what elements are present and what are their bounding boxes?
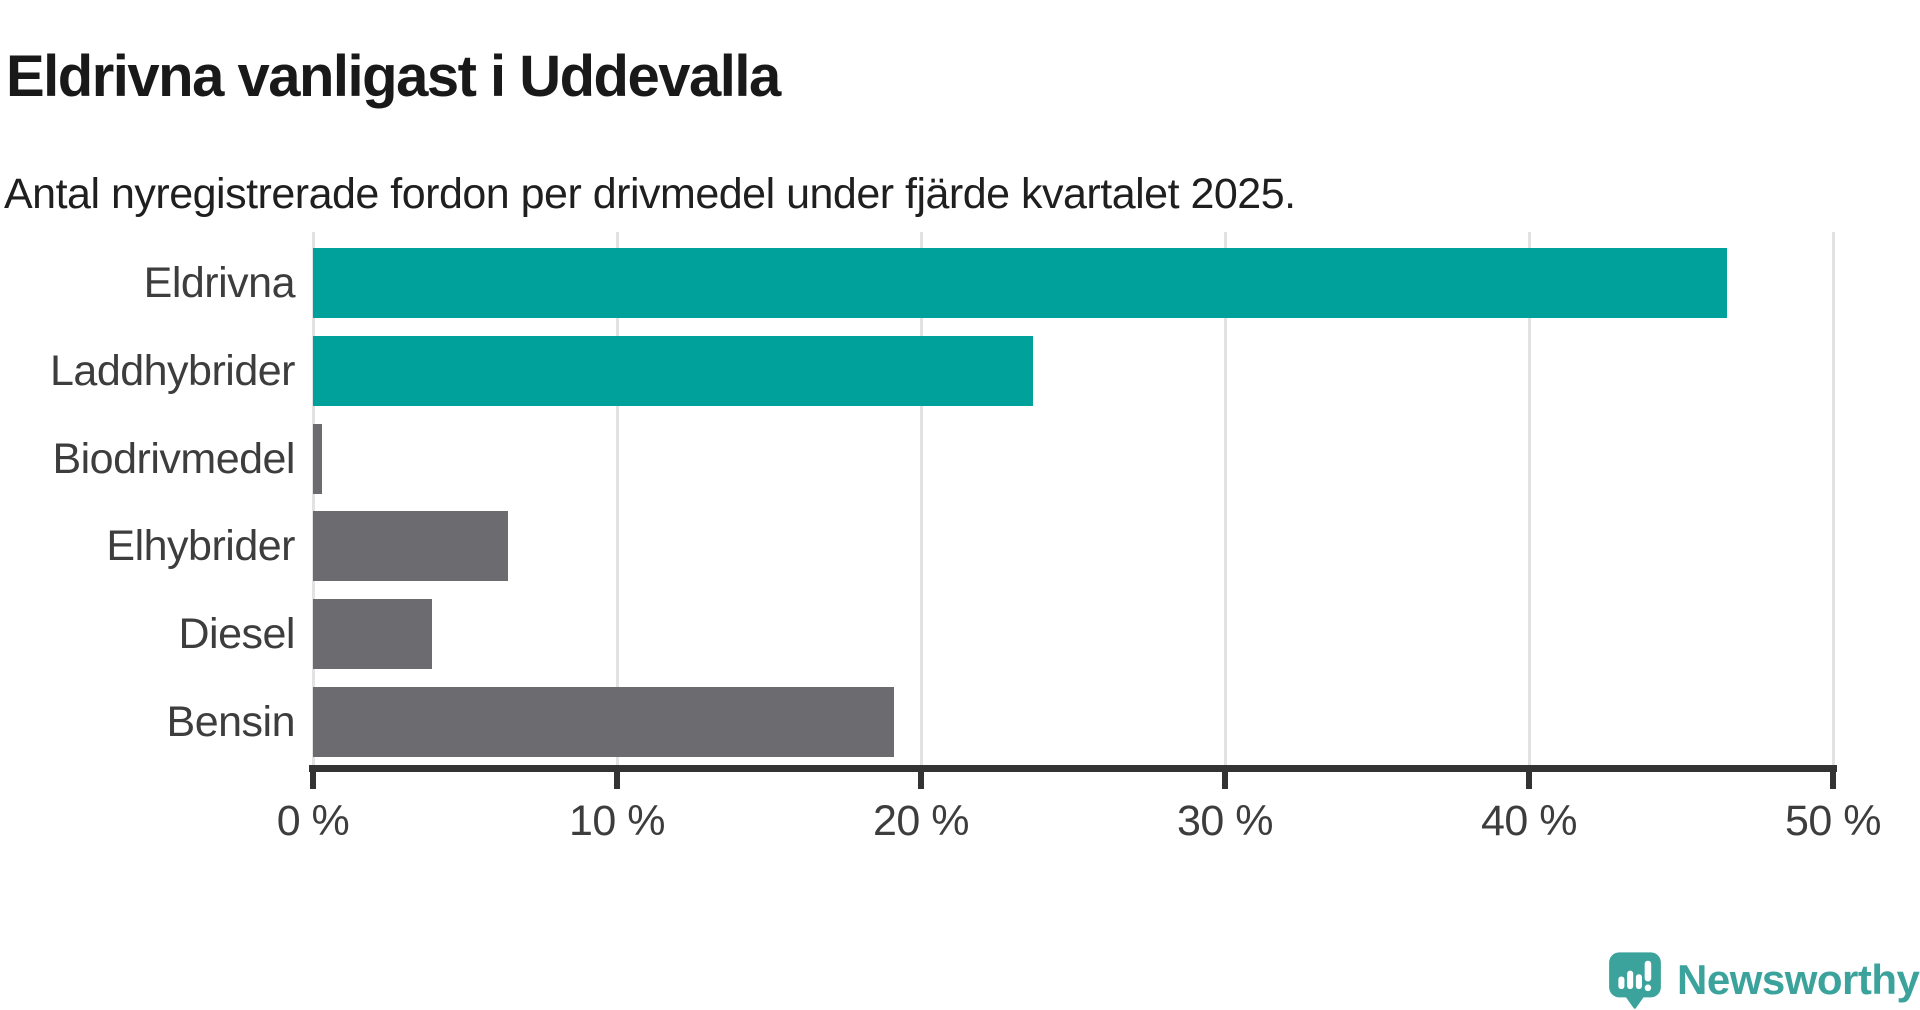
newsworthy-logo-text: Newsworthy <box>1677 956 1920 1003</box>
x-tick-label-20: 20 % <box>872 797 970 845</box>
x-tick-20 <box>918 772 924 789</box>
x-tick-label-30: 30 % <box>1176 797 1274 845</box>
category-label-biodrivmedel: Biodrivmedel <box>52 434 295 483</box>
x-axis-line <box>309 765 1837 772</box>
gridline-10-percent <box>615 232 619 766</box>
category-label-elhybrider: Elhybrider <box>106 522 295 571</box>
x-tick-label-40: 40 % <box>1480 797 1578 845</box>
x-tick-10 <box>614 772 620 789</box>
newsworthy-bubble-chart-icon <box>1609 951 1661 1009</box>
newsworthy-logo: Newsworthy <box>1608 950 1920 1010</box>
x-tick-label-0: 0 % <box>276 797 350 845</box>
gridline-0-percent <box>311 232 315 766</box>
gridline-20-percent <box>919 232 923 766</box>
gridline-50-percent <box>1831 232 1835 766</box>
chart-title: Eldrivna vanligast i Uddevalla <box>6 43 781 109</box>
gridline-40-percent <box>1527 232 1531 766</box>
category-label-eldrivna: Eldrivna <box>143 258 296 307</box>
x-tick-0 <box>310 772 316 789</box>
bar-laddhybrider <box>313 335 1034 406</box>
x-tick-30 <box>1222 772 1228 789</box>
bar-bensin <box>313 687 894 758</box>
x-tick-50 <box>1830 772 1836 789</box>
chart-subtitle: Antal nyregistrerade fordon per drivmede… <box>4 170 1296 218</box>
bar-biodrivmedel <box>313 423 323 494</box>
bar-diesel <box>313 599 432 670</box>
bar-elhybrider <box>313 511 508 582</box>
category-label-bensin: Bensin <box>166 698 296 747</box>
category-label-laddhybrider: Laddhybrider <box>49 346 296 395</box>
gridline-30-percent <box>1223 232 1227 766</box>
x-tick-label-50: 50 % <box>1784 797 1882 845</box>
category-label-diesel: Diesel <box>178 610 296 659</box>
bar-eldrivna <box>313 247 1727 318</box>
x-tick-label-10: 10 % <box>568 797 666 845</box>
x-tick-40 <box>1526 772 1532 789</box>
